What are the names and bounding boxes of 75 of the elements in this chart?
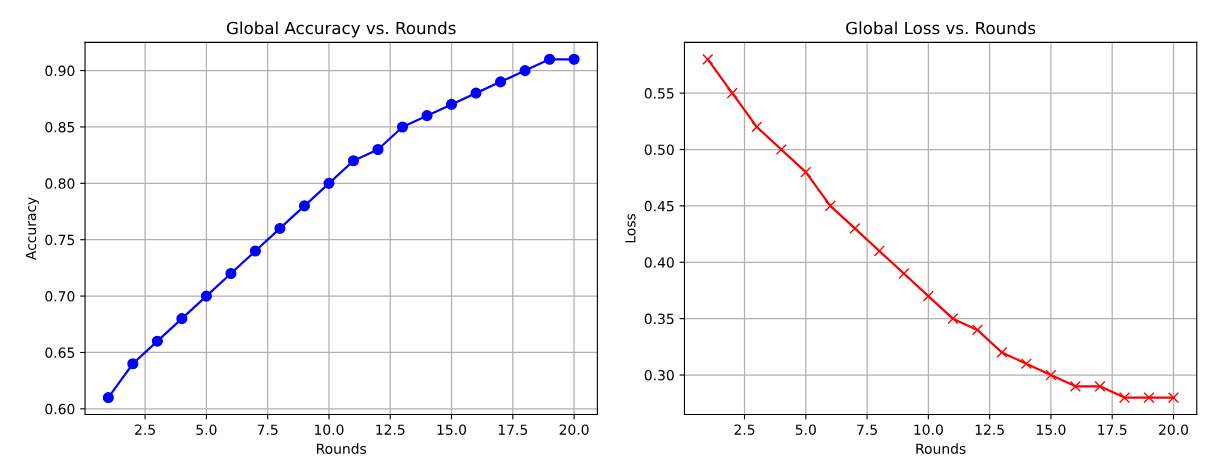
point	[200, 290, 212, 302]
x-axis-title: Rounds	[316, 443, 367, 454]
y-tick-label: 0.50	[644, 144, 674, 155]
point	[1020, 358, 1032, 370]
point	[947, 313, 959, 325]
point	[372, 143, 384, 156]
x-tick-label: 17.5	[1098, 424, 1127, 435]
point	[922, 290, 934, 302]
x-tick-label: 7.5	[857, 424, 877, 435]
point	[494, 76, 507, 88]
x-tick-label: 10.0	[914, 424, 943, 435]
y-tick-label: 0.75	[45, 234, 75, 246]
x-tick-label: 12.5	[975, 424, 1004, 435]
point	[849, 222, 861, 234]
point	[751, 121, 763, 133]
point	[127, 358, 139, 370]
point	[1069, 380, 1081, 392]
point	[102, 392, 114, 404]
x-axis-title: Rounds	[916, 443, 966, 454]
point	[176, 313, 188, 325]
point	[1045, 369, 1057, 381]
point	[1118, 392, 1131, 404]
x-tick-label: 12.5	[376, 424, 405, 435]
x-tick-label: 5.0	[196, 424, 217, 435]
point	[249, 245, 261, 257]
x-tick-label: 17.5	[498, 424, 528, 435]
y-axis-title: Loss	[625, 213, 636, 243]
y-tick-label: 0.45	[644, 200, 674, 212]
point	[824, 200, 836, 212]
y-tick-label: 0.65	[45, 347, 75, 358]
point	[470, 87, 482, 99]
x-tick-label: 10.0	[315, 424, 344, 435]
point	[347, 155, 360, 167]
point	[396, 121, 409, 133]
chart-title: Global Accuracy vs. Rounds	[226, 21, 456, 38]
x-tick-label: 15.0	[1036, 424, 1066, 435]
x-tick-label: 2.5	[135, 424, 155, 435]
y-tick-label: 0.85	[45, 121, 75, 133]
point	[726, 87, 738, 99]
y-tick-label: 0.60	[45, 403, 75, 415]
point	[1143, 392, 1155, 404]
point	[800, 166, 812, 178]
y-tick-label: 0.80	[45, 178, 75, 189]
y-tick-label: 0.70	[45, 291, 75, 302]
point	[775, 143, 787, 156]
point	[519, 65, 531, 77]
point	[544, 53, 556, 65]
y-tick-label: 0.30	[644, 369, 674, 381]
point	[151, 335, 163, 347]
point	[996, 346, 1008, 359]
x-tick-label: 15.0	[437, 424, 467, 435]
y-tick-label: 0.90	[45, 65, 75, 77]
point	[898, 267, 910, 280]
point	[274, 222, 286, 234]
x-tick-label: 7.5	[257, 424, 278, 435]
y-tick-label: 0.55	[644, 88, 674, 99]
point	[445, 98, 458, 110]
y-tick-label: 0.40	[644, 257, 674, 268]
point	[873, 245, 885, 257]
chart-title: Global Loss vs. Rounds	[846, 21, 1036, 35]
point	[225, 267, 237, 280]
x-tick-label: 2.5	[734, 424, 755, 435]
point	[323, 177, 335, 189]
x-tick-label: 5.0	[795, 424, 816, 435]
point	[298, 200, 310, 212]
x-tick-label: 20.0	[559, 424, 589, 435]
point	[568, 53, 580, 65]
point	[702, 53, 714, 65]
x-tick-label: 20.0	[1159, 424, 1189, 435]
point	[971, 324, 983, 336]
point	[1167, 392, 1180, 404]
y-tick-label: 0.35	[644, 313, 674, 325]
point	[1094, 380, 1106, 392]
y-axis-title: Accuracy	[25, 197, 39, 261]
point	[421, 110, 433, 122]
